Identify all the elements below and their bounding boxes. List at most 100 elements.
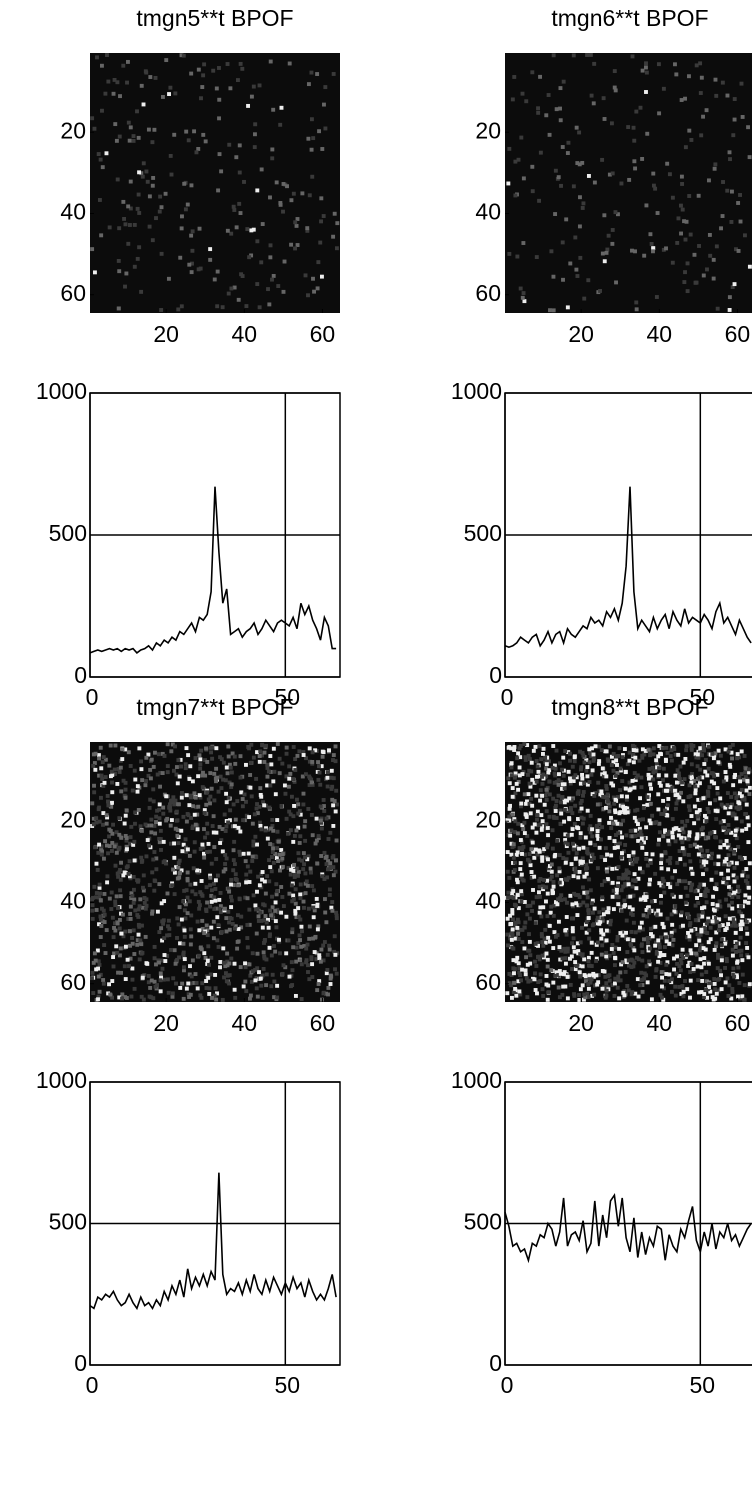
image-pixel [679, 961, 684, 966]
image-pixel [150, 870, 155, 875]
image-pixel [536, 943, 540, 948]
image-pixel [610, 894, 615, 899]
image-pixel [564, 857, 569, 862]
image-pixel [526, 979, 531, 984]
image-pixel [331, 873, 336, 878]
image-pixel [655, 211, 660, 215]
image-pixel [320, 754, 325, 759]
image-pixel [678, 924, 683, 929]
image-pixel [272, 979, 277, 984]
image-pixel [110, 979, 115, 983]
image-pixel [178, 255, 183, 260]
image-pixel [287, 764, 292, 769]
image-pixel [139, 855, 144, 860]
image-pixel [309, 147, 314, 152]
image-pixel [709, 856, 714, 861]
image-pixel [599, 930, 604, 935]
image-pixel [226, 909, 231, 914]
image-pixel [301, 791, 306, 796]
image-pixel [130, 894, 135, 898]
image-pixel [639, 785, 644, 790]
image-pixel [675, 240, 680, 245]
image-pixel [558, 896, 563, 901]
image-pixel [561, 755, 566, 760]
image-pixel [639, 841, 644, 846]
image-pixel [128, 943, 132, 948]
image-pixel [307, 759, 312, 764]
image-pixel [293, 901, 298, 906]
image-pixel [260, 995, 265, 1000]
y-tick-label: 0 [489, 1350, 502, 1376]
image-pixel [650, 899, 654, 904]
image-pixel [579, 765, 584, 770]
image-pixel [96, 959, 101, 964]
image-pixel [123, 929, 128, 934]
image-pixel [595, 829, 600, 833]
image-pixel [711, 276, 716, 281]
image-pixel [563, 840, 568, 845]
image-pixel [580, 160, 585, 165]
image-pixel [334, 910, 339, 915]
image-pixel [696, 901, 701, 906]
image-pixel [514, 781, 519, 786]
image-pixel [724, 897, 729, 902]
image-pixel [258, 786, 263, 791]
image-pixel [660, 975, 665, 980]
image-pixel [685, 893, 690, 898]
image-pixel [327, 892, 332, 897]
image-pixel [113, 122, 118, 127]
image-pixel [689, 951, 694, 956]
image-pixel [283, 965, 288, 970]
image-pixel [550, 891, 555, 896]
image-pixel [573, 967, 578, 972]
image-pixel [731, 917, 735, 922]
image-pixel [274, 882, 279, 887]
image-pixel [238, 211, 243, 215]
image-pixel [697, 808, 702, 812]
image-pixel [611, 751, 616, 756]
image-pixel [159, 847, 163, 852]
image-pixel [235, 946, 240, 951]
image-pixel [746, 823, 751, 828]
image-pixel [653, 871, 658, 876]
image-pixel [90, 801, 95, 806]
image-pixel [581, 885, 585, 890]
image-pixel [299, 962, 304, 967]
image-pixel [275, 889, 279, 894]
image-pixel [161, 918, 166, 923]
image-pixel [728, 847, 733, 852]
image-pixel [246, 851, 251, 856]
image-pixel [108, 992, 113, 997]
image-pixel [640, 845, 645, 850]
image-pixel [509, 973, 514, 978]
image-pixel [697, 990, 701, 995]
image-pixel [146, 974, 151, 978]
image-pixel [170, 991, 175, 996]
image-pixel [297, 841, 302, 845]
image-pixel [586, 963, 591, 968]
image-pixel [233, 995, 238, 1000]
image-pixel [587, 877, 592, 882]
image-pixel [525, 799, 529, 804]
image-pixel [206, 944, 211, 949]
image-pixel [513, 791, 518, 796]
image-pixel [606, 233, 611, 238]
image-pixel [727, 295, 732, 300]
image-pixel [144, 779, 148, 783]
image-pixel [530, 189, 535, 194]
image-pixel [602, 259, 607, 264]
image-pixel [524, 955, 529, 960]
image-pixel [563, 949, 568, 954]
x-tick-label: 60 [310, 1010, 336, 1036]
image-pixel [276, 839, 281, 844]
image-pixel [528, 784, 533, 789]
image-pixel [187, 995, 192, 999]
image-pixel [515, 893, 520, 897]
image-pixel [229, 770, 234, 775]
image-pixel [590, 993, 595, 998]
image-pixel [701, 742, 705, 747]
image-pixel [665, 832, 670, 837]
image-pixel [723, 805, 728, 810]
image-pixel [256, 874, 261, 879]
image-pixel [530, 825, 535, 830]
